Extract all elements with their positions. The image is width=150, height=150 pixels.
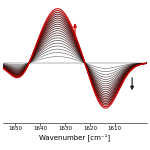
X-axis label: Wavenumber [cm⁻¹]: Wavenumber [cm⁻¹] bbox=[39, 133, 111, 141]
